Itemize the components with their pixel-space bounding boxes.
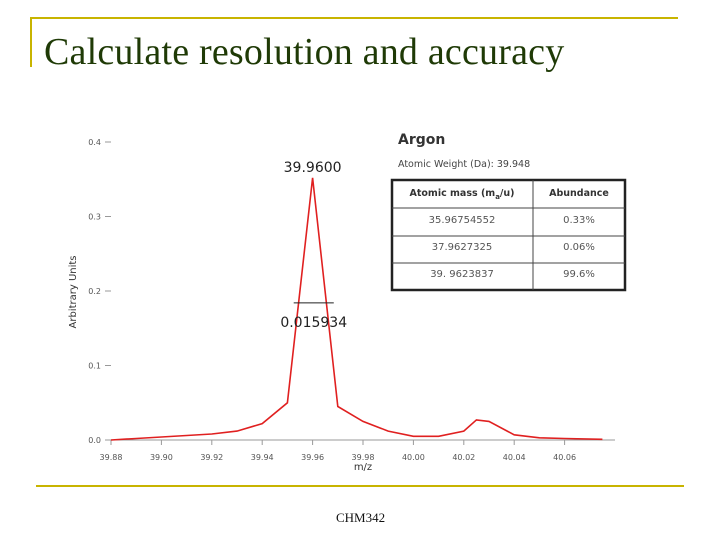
info-subtitle: Atomic Weight (Da): 39.948: [398, 159, 530, 170]
x-tick-label: 39.90: [150, 453, 173, 462]
y-tick-label: 0.4: [88, 138, 101, 147]
mass-spectrum-chart: 0.0 0.1 0.2 0.3 0.4 39.88 39.90 39.92 39.94 39.9…: [68, 132, 627, 473]
table-cell: 37.9627325: [432, 242, 492, 253]
x-axis: 39.88 39.90 39.92 39.94 39.96 39.98 40.00 40.02…: [100, 439, 615, 462]
table-header-mass: Atomic mass (ma/u): [410, 188, 515, 201]
table-cell: 0.06%: [563, 242, 595, 253]
table-cell: 0.33%: [563, 215, 595, 226]
y-axis-title: Arbitrary Units: [68, 255, 79, 328]
y-axis: 0.0 0.1 0.2 0.3 0.4: [88, 138, 111, 445]
x-tick-label: 39.88: [100, 453, 123, 462]
argon-info-box: Argon Atomic Weight (Da): 39.948 Atomic …: [390, 132, 627, 292]
frame-left-line: [30, 17, 32, 67]
slide-title: Calculate resolution and accuracy: [44, 31, 565, 73]
x-tick-label: 40.00: [402, 453, 425, 462]
frame-bottom-line: [36, 485, 684, 487]
table-cell: 99.6%: [563, 269, 595, 280]
series-line: [110, 177, 603, 441]
x-tick-label: 40.02: [452, 453, 475, 462]
y-tick-label: 0.1: [88, 362, 101, 371]
y-tick-label: 0.0: [88, 436, 101, 445]
x-axis-title: m/z: [354, 462, 372, 473]
table-cell: 35.96754552: [429, 215, 496, 226]
x-tick-label: 40.04: [503, 453, 526, 462]
x-tick-label: 39.98: [352, 453, 375, 462]
y-tick-label: 0.3: [88, 213, 101, 222]
x-tick-label: 40.06: [553, 453, 576, 462]
x-tick-label: 39.96: [301, 453, 324, 462]
peak-label: 39.9600: [284, 160, 342, 176]
isotope-table: [390, 178, 627, 292]
table-cell: 39. 9623837: [430, 269, 494, 280]
footer-label: CHM342: [336, 510, 386, 525]
x-tick-label: 39.94: [251, 453, 274, 462]
frame-top-line: [30, 17, 678, 19]
info-title: Argon: [398, 132, 445, 148]
fwhm-label: 0.015934: [280, 315, 347, 331]
table-header-abundance: Abundance: [549, 188, 609, 199]
x-tick-label: 39.92: [200, 453, 223, 462]
y-tick-label: 0.2: [88, 287, 101, 296]
